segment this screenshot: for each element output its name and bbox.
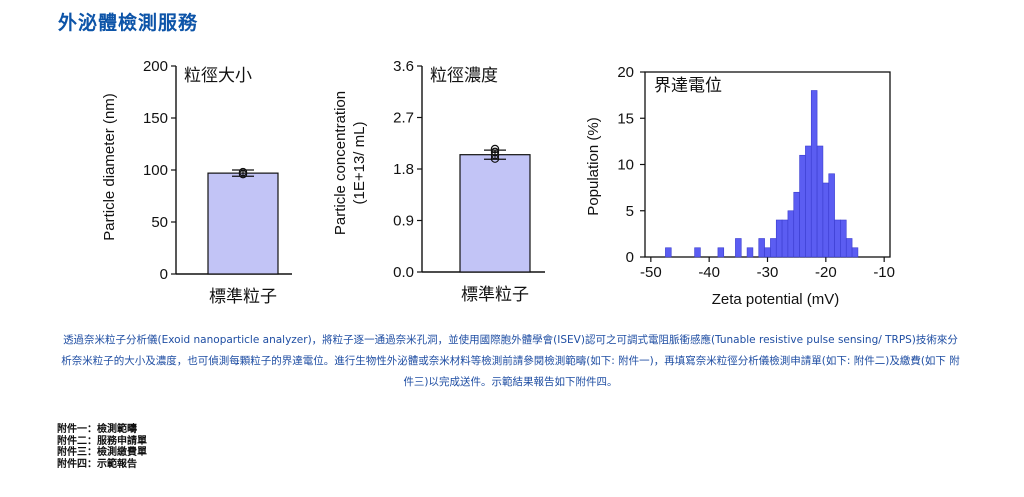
- y-tick-label: 0: [160, 266, 168, 283]
- y-tick-label: 150: [143, 110, 168, 127]
- histogram-bar: [694, 247, 701, 258]
- attachment-item[interactable]: 附件四：示範報告: [57, 458, 137, 470]
- chart-title: 粒徑濃度: [430, 66, 498, 86]
- histogram-bar: [840, 219, 847, 258]
- x-axis-label: Zeta potential (mV): [712, 291, 840, 308]
- charts-area: 0 50 100 150 200 粒徑大小 標準粒子 0.0 0.9 1.8 2.7 3.6 粒徑濃度標…: [0, 50, 1024, 320]
- y-tick-label: 2.7: [393, 110, 414, 127]
- y-tick-label: 1.8: [393, 161, 414, 178]
- data-point: [490, 147, 500, 157]
- x-tick-label: -40: [698, 264, 720, 281]
- chart-title: 粒徑大小: [184, 66, 252, 86]
- y-tick-label: 20: [617, 64, 634, 81]
- histogram-bar: [665, 247, 672, 258]
- histogram-bar: [746, 247, 754, 258]
- y-tick-label: 50: [151, 214, 168, 231]
- data-point: [238, 167, 248, 177]
- histogram-bar: [717, 247, 725, 258]
- y-tick-label: 5: [626, 203, 634, 220]
- attachment-list: 附件一：檢測範疇 附件二：服務申請單 附件三：檢測繳費單 附件四：示範報告: [57, 424, 147, 470]
- x-axis-label: 標準粒子: [209, 287, 277, 307]
- histogram-bar: [793, 191, 800, 258]
- histogram-bar: [735, 238, 742, 258]
- histogram-bar: [758, 238, 765, 258]
- y-tick-label: 200: [143, 58, 168, 75]
- histogram-bar: [775, 219, 783, 258]
- page-title: 外泌體檢測服務: [58, 12, 199, 34]
- histogram-bar: [816, 145, 824, 258]
- histogram-bar: [845, 238, 853, 258]
- histogram-bar: [799, 154, 806, 258]
- histogram-bar: [781, 219, 789, 258]
- y-tick-label: 0.9: [393, 213, 414, 230]
- histogram-bar: [834, 219, 841, 258]
- histogram-bar: [828, 173, 835, 258]
- y-axis-title: Particle diameter (nm): [101, 93, 118, 241]
- histogram-bar: [770, 238, 777, 258]
- histogram-bar: [822, 182, 830, 258]
- x-tick-label: -10: [873, 264, 895, 281]
- data-point: [490, 151, 500, 160]
- plot-frame: [644, 71, 891, 258]
- x-tick-label: -30: [757, 264, 779, 281]
- y-tick-label: 100: [143, 162, 168, 179]
- attachment-item[interactable]: 附件一：檢測範疇: [57, 424, 137, 435]
- attachment-item[interactable]: 附件三：檢測繳費單: [57, 447, 147, 458]
- histogram-bar: [810, 90, 818, 258]
- x-axis-label: 標準粒子: [461, 285, 529, 305]
- y-tick-label: 15: [617, 110, 634, 127]
- histogram-bar: [805, 145, 812, 258]
- x-tick-label: -20: [815, 264, 837, 281]
- bar: [207, 172, 279, 275]
- x-tick-label: -50: [640, 264, 662, 281]
- y-tick-label: 10: [617, 157, 634, 174]
- y-axis-title: Population (%): [585, 117, 602, 215]
- y-axis-title: Particle concentration (1E+13/ mL): [332, 91, 368, 235]
- histogram-bar: [764, 247, 771, 258]
- histogram-bar: [787, 210, 795, 258]
- histogram-bar: [851, 247, 859, 258]
- y-tick-label: 0: [626, 249, 634, 266]
- data-point: [490, 144, 500, 154]
- y-tick-label: 0.0: [393, 264, 414, 281]
- service-description: 透過奈米粒子分析儀(Exoid nanoparticle analyzer)，將…: [61, 334, 960, 388]
- bar: [459, 154, 531, 273]
- chart-title: 界達電位: [654, 76, 722, 96]
- y-tick-label: 3.6: [393, 58, 414, 75]
- attachment-item[interactable]: 附件二：服務申請單: [57, 435, 147, 447]
